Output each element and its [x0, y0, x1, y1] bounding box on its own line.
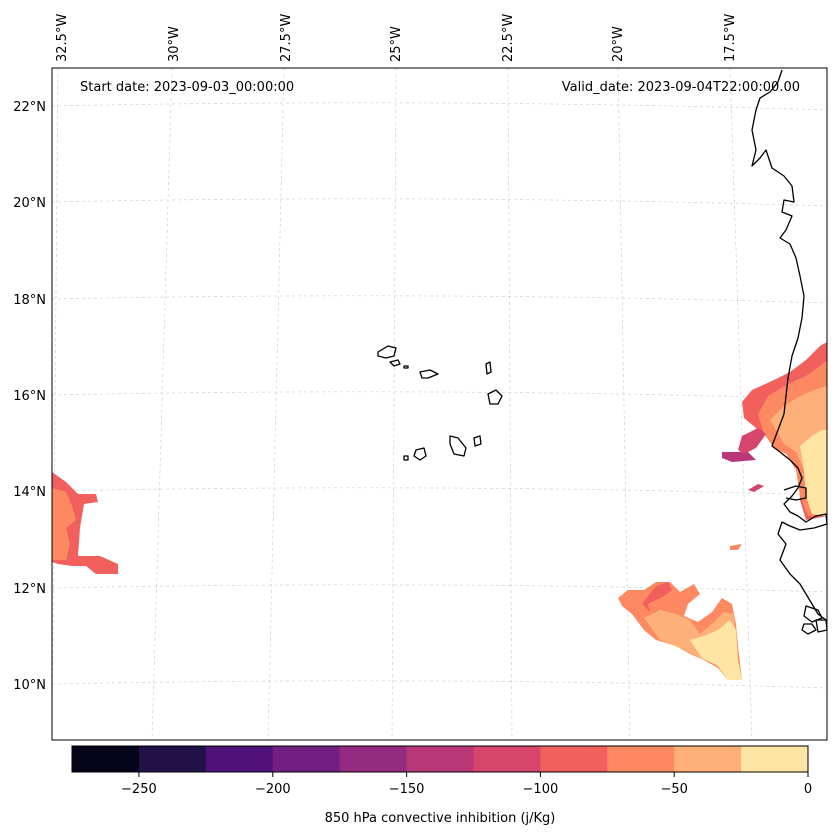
guinea-islets [801, 619, 828, 635]
island-brava [403, 455, 409, 461]
colorbar-segment [72, 746, 140, 772]
lon-label-17-5w: 17.5°W [723, 14, 738, 62]
island-sao-vicente [389, 359, 401, 367]
colorbar-tick-label: −200 [255, 782, 291, 797]
colorbar-tick-label: 0 [804, 782, 812, 797]
colorbar-segment [473, 746, 541, 772]
lat-label-12n: 12°N [13, 582, 46, 597]
colorbar-label: 850 hPa convective inhibition (j/Kg) [325, 811, 556, 826]
island-fogo [413, 447, 427, 461]
field-patch-east-dot2 [730, 544, 742, 550]
lat-label-20n: 20°N [13, 196, 46, 211]
lon-label-32-5w: 32.5°W [55, 14, 70, 62]
coastlines [377, 69, 828, 635]
lon-label-25w: 25°W [389, 26, 404, 62]
island-sao-nicolau [419, 369, 439, 379]
field-patch-east-strip2 [738, 428, 766, 454]
start-date-label: Start date: 2023-09-03_00:00:00 [80, 80, 294, 95]
graticule [51, 67, 828, 741]
colorbar-segment [741, 746, 809, 772]
colorbar [72, 746, 809, 772]
gambia-coast [783, 485, 807, 501]
field-patch-south-peak [642, 582, 672, 612]
field-patch-south-high [690, 620, 742, 680]
colorbar-segment [674, 746, 742, 772]
colorbar-segment [406, 746, 474, 772]
colorbar-segment [339, 746, 408, 772]
island-sal [485, 361, 492, 375]
cin-field [52, 342, 827, 680]
field-patch-west-inner [52, 488, 76, 560]
island-boa-vista [487, 389, 503, 405]
lon-label-20w: 20°W [611, 26, 626, 62]
africa-coastline [751, 69, 828, 621]
colorbar-ticks [138, 772, 809, 777]
map-frame [51, 67, 828, 741]
lon-label-30w: 30°W [167, 26, 182, 62]
field-patch-east-dot [748, 484, 764, 492]
colorbar-segment [138, 746, 207, 772]
colorbar-segment [205, 746, 274, 772]
lat-label-22n: 22°N [13, 100, 46, 115]
lat-label-16n: 16°N [13, 389, 46, 404]
colorbar-tick-label: −50 [660, 782, 687, 797]
lon-label-27-5w: 27.5°W [279, 14, 294, 62]
island-santa-luzia [403, 365, 409, 369]
colorbar-tick-label: −100 [523, 782, 559, 797]
lat-label-10n: 10°N [13, 678, 46, 693]
island-maio [473, 435, 482, 447]
colorbar-frame [71, 745, 809, 773]
colorbar-segment [540, 746, 608, 772]
lat-label-18n: 18°N [13, 293, 46, 308]
lon-label-22-5w: 22.5°W [501, 14, 516, 62]
colorbar-segment [607, 746, 675, 772]
colorbar-tick-label: −150 [389, 782, 425, 797]
field-patch-east-top [800, 430, 827, 516]
valid-date-label: Valid_date: 2023-09-04T22:00:00.00 [562, 80, 800, 95]
lat-label-14n: 14°N [13, 485, 46, 500]
field-patch-east-strip [722, 452, 756, 462]
island-santo-antao [377, 345, 397, 359]
colorbar-segment [272, 746, 341, 772]
island-santiago [449, 435, 467, 457]
colorbar-tick-label: −250 [121, 782, 157, 797]
